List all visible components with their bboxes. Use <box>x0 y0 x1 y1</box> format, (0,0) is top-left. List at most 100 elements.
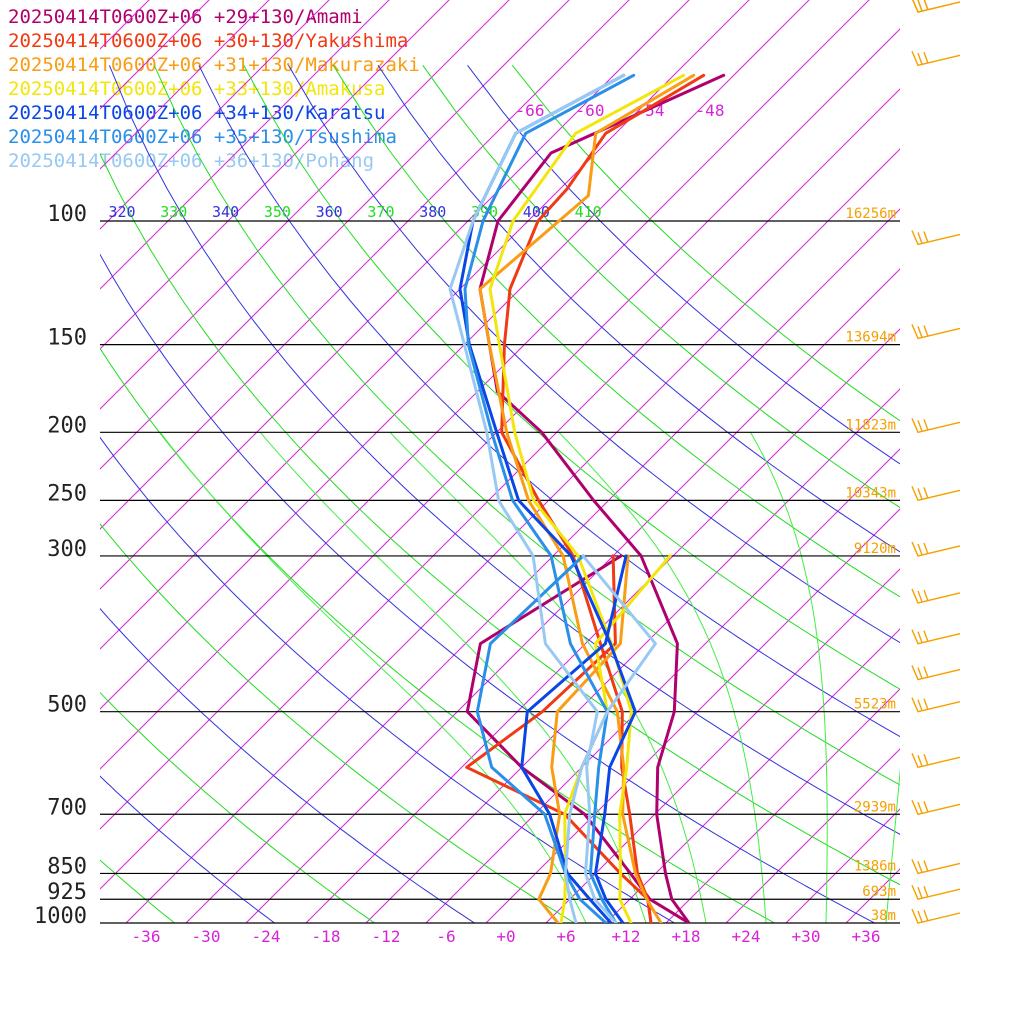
wind-barb <box>911 799 961 816</box>
isotherm <box>245 268 900 923</box>
dry-adiabat <box>100 152 900 886</box>
wind-barb <box>911 697 961 713</box>
x-tick-label: +6 <box>556 927 575 946</box>
wind-barb <box>911 752 961 769</box>
wind-barb <box>911 486 961 502</box>
pressure-label: 100 <box>47 202 87 227</box>
dry-adiabat <box>467 64 900 465</box>
theta-label: 390 <box>471 203 498 221</box>
isotherm <box>966 0 1024 923</box>
dewpoint-line <box>520 554 628 923</box>
x-tick-label: +18 <box>672 927 701 946</box>
isotherm <box>100 0 630 530</box>
legend-entry: 20250414T0600Z+06 +31+130/Makurazaki <box>8 54 420 76</box>
legend-entry: 20250414T0600Z+06 +30+130/Yakushima <box>8 30 409 52</box>
x-tick-label: -12 <box>372 927 401 946</box>
dry-adiabat <box>100 253 875 923</box>
height-label: 1386m <box>854 858 896 874</box>
height-label: 9120m <box>854 541 896 557</box>
moist-adiabat <box>259 431 647 923</box>
isotherm <box>0 0 179 923</box>
legend-entry: 20250414T0600Z+06 +35+130/Tsushima <box>8 126 397 148</box>
dry-adiabat <box>422 65 900 509</box>
theta-label: 340 <box>212 203 239 221</box>
isotherm-label: -60 <box>576 101 605 120</box>
isotherm <box>0 0 359 923</box>
moist-adiabat <box>885 767 900 923</box>
isotherm <box>100 0 510 410</box>
height-label: 693m <box>862 884 896 900</box>
dry-adiabat <box>377 65 900 553</box>
dry-adiabat <box>288 65 900 644</box>
wind-barb <box>911 418 961 434</box>
isotherm <box>0 0 59 923</box>
x-tick-label: +0 <box>496 927 515 946</box>
background-lines <box>0 0 1024 923</box>
dry-adiabat <box>243 65 900 690</box>
isotherm <box>100 0 750 650</box>
pressure-label: 250 <box>47 481 87 506</box>
pressure-label: 1000 <box>34 904 87 929</box>
isotherm <box>100 0 390 290</box>
isotherm <box>425 448 900 923</box>
temperature-line <box>463 73 636 923</box>
pressure-label: 300 <box>47 537 87 562</box>
isotherm-label: -66 <box>516 101 545 120</box>
theta-label: 380 <box>419 203 446 221</box>
legend-entry: 20250414T0600Z+06 +34+130/Karatsu <box>8 102 386 124</box>
temperature-line <box>488 73 686 923</box>
theta-label: 330 <box>160 203 187 221</box>
dewpoint-line <box>559 554 672 923</box>
height-label: 2939m <box>854 799 896 815</box>
wind-barb <box>911 859 961 875</box>
x-tick-label: -36 <box>132 927 161 946</box>
dry-adiabat <box>153 65 900 786</box>
isotherm <box>0 0 239 923</box>
temperature-line <box>448 73 626 923</box>
isotherm <box>365 388 900 923</box>
moist-adiabat <box>558 431 767 923</box>
wind-barb <box>911 884 961 901</box>
moist-adiabat <box>389 431 707 923</box>
isotherm <box>100 0 270 170</box>
wind-barb <box>911 50 961 67</box>
isotherm <box>100 0 150 50</box>
wind-barb <box>911 324 961 340</box>
dry-adiabat <box>198 65 900 738</box>
pressure-label: 700 <box>47 795 87 820</box>
legend-entry: 20250414T0600Z+06 +29+130/Amami <box>8 6 363 28</box>
dry-adiabat <box>100 775 275 923</box>
dry-adiabat <box>332 65 900 598</box>
isotherm <box>100 0 570 470</box>
isotherm <box>100 0 330 230</box>
moist-adiabat <box>749 432 828 923</box>
wind-barb <box>911 541 961 557</box>
dry-adiabat <box>100 691 375 923</box>
height-label: 5523m <box>854 697 896 713</box>
temperature-line <box>458 73 637 923</box>
pressure-label: 925 <box>47 880 87 905</box>
theta-label: 320 <box>108 203 135 221</box>
isotherm <box>0 0 119 923</box>
dry-adiabat <box>100 607 475 923</box>
x-tick-label: +36 <box>852 927 881 946</box>
x-tick-label: -30 <box>192 927 221 946</box>
dry-adiabat <box>100 523 575 923</box>
isotherm <box>906 0 1024 923</box>
x-tick-label: +30 <box>792 927 821 946</box>
isotherm <box>100 28 900 830</box>
wind-barb <box>912 0 961 13</box>
isotherm <box>725 748 900 923</box>
isotherm <box>100 0 870 770</box>
height-label: 10343m <box>845 485 896 501</box>
isotherm <box>485 508 900 923</box>
wind-barb <box>911 230 961 246</box>
dewpoint-line <box>564 554 657 923</box>
isotherm <box>605 628 900 923</box>
theta-label: 360 <box>316 203 343 221</box>
isotherm <box>665 688 900 923</box>
dewpoint-line <box>465 554 691 923</box>
isotherm <box>100 0 810 710</box>
x-tick-label: -6 <box>436 927 455 946</box>
